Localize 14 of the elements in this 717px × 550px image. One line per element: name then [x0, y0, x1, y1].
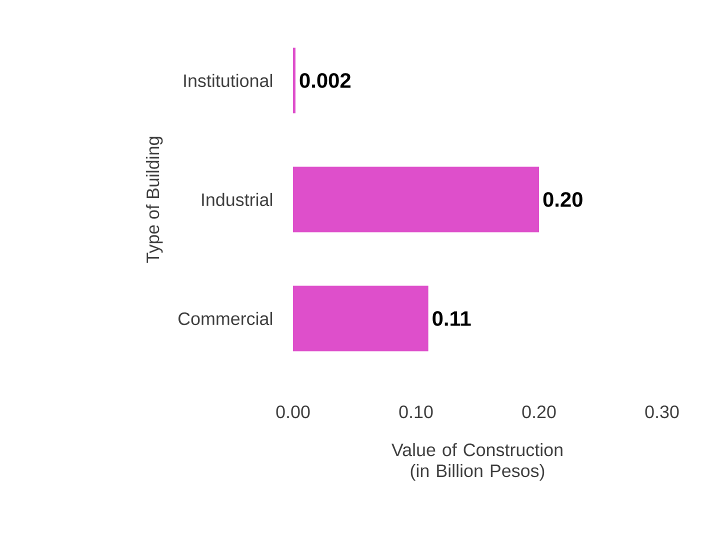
x-axis-title: Value of Construction (in Billion Pesos) — [392, 443, 562, 481]
x-tick-label: 0.30 — [645, 406, 679, 418]
data-label: 0.002 — [300, 73, 350, 88]
data-label: 0.11 — [432, 311, 471, 326]
x-tick-label: 0.10 — [399, 406, 433, 418]
y-tick-label: Industrial — [202, 192, 272, 206]
data-label: 0.20 — [543, 192, 582, 207]
bar — [293, 166, 540, 232]
x-tick-label: 0.00 — [276, 406, 310, 418]
x-tick-label: 0.20 — [522, 406, 556, 418]
bar — [293, 286, 428, 352]
y-tick-label: Commercial — [178, 312, 272, 326]
y-axis-title: Type of Building — [146, 136, 163, 263]
y-tick-label: Institutional — [184, 74, 272, 88]
